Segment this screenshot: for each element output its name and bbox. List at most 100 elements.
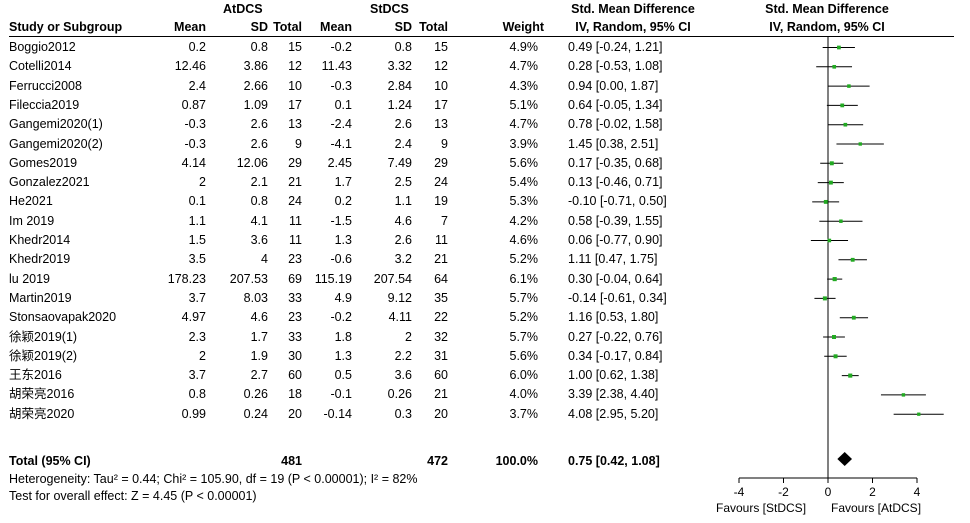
cell-n1: 69 [288, 271, 302, 286]
cell-m1: 0.2 [188, 40, 206, 54]
cell-n1: 23 [288, 252, 302, 267]
cell-m1: 3.5 [188, 252, 206, 267]
cell-m1: -0.3 [184, 117, 206, 132]
cell-m1: 1.5 [188, 233, 206, 247]
cell-w: 4.7% [509, 117, 539, 132]
cell-name: Gomes2019 [9, 155, 78, 170]
cell-sd2: 2 [405, 329, 412, 344]
cell-sd1: 0.24 [243, 406, 268, 421]
cell-n2: 60 [434, 368, 448, 383]
overall-effect-text: Test for overall effect: Z = 4.45 (P < 0… [9, 489, 257, 503]
cell-n1: 24 [288, 194, 302, 209]
sd1-header: SD [250, 20, 268, 34]
cell-n1: 11 [289, 213, 302, 228]
cell-m2: 1.8 [334, 329, 352, 344]
cell-w: 6.1% [509, 271, 539, 286]
cell-sd1: 207.53 [229, 271, 268, 286]
cell-n2: 35 [434, 290, 448, 305]
cell-m1: 2 [199, 175, 206, 190]
cell-ci: 0.27 [-0.22, 0.76] [568, 329, 663, 344]
point-marker [832, 335, 837, 339]
cell-name: Khedr2019 [9, 252, 71, 267]
cell-n1: 21 [288, 175, 302, 190]
cell-ci: 3.39 [2.38, 4.40] [568, 387, 659, 402]
total-weight: 100.0% [495, 454, 538, 468]
cell-sd1: 1.7 [250, 329, 268, 344]
cell-w: 5.7% [509, 290, 539, 305]
total-label: Total (95% CI) [9, 454, 91, 468]
cell-n2: 12 [434, 59, 448, 74]
cell-name: Stonsaovapak2020 [9, 310, 117, 325]
cell-n1: 30 [288, 348, 302, 363]
cell-w: 5.6% [509, 155, 539, 170]
cell-sd2: 2.6 [394, 117, 412, 132]
favours-right-label: Favours [AtDCS] [831, 501, 922, 515]
cell-w: 5.6% [509, 348, 539, 363]
cell-n2: 21 [434, 387, 448, 402]
mean1-header: Mean [174, 20, 206, 34]
cell-n2: 17 [434, 97, 448, 112]
cell-sd2: 1.1 [394, 194, 412, 209]
cell-w: 4.2% [509, 213, 539, 228]
group1-header: AtDCS [223, 2, 263, 16]
cell-m2: -1.5 [330, 213, 352, 228]
cell-n1: 15 [288, 40, 302, 54]
cell-n1: 33 [288, 329, 302, 344]
cell-w: 4.7% [509, 59, 539, 74]
cell-sd2: 3.32 [387, 59, 412, 74]
cell-sd1: 2.66 [243, 78, 268, 93]
point-marker [832, 64, 837, 69]
x-tick-label: 0 [825, 485, 832, 499]
cell-sd2: 7.49 [387, 155, 412, 170]
cell-w: 4.6% [509, 233, 539, 247]
point-marker [839, 219, 843, 223]
cell-n1: 29 [288, 155, 302, 170]
cell-n2: 7 [441, 213, 448, 228]
cell-ci: 0.28 [-0.53, 1.08] [568, 59, 663, 74]
cell-n1: 23 [288, 310, 302, 325]
cell-sd2: 2.4 [394, 136, 412, 151]
cell-ci: -0.14 [-0.61, 0.34] [568, 290, 667, 305]
cell-n2: 9 [441, 136, 448, 151]
cell-n2: 15 [434, 40, 448, 54]
cell-sd2: 3.6 [394, 368, 412, 383]
cell-m2: -0.3 [330, 78, 352, 93]
cell-m2: -4.1 [330, 136, 352, 151]
group2-header: StDCS [370, 2, 409, 16]
cell-n1: 60 [288, 368, 302, 383]
cell-sd2: 2.2 [394, 348, 412, 363]
cell-m1: 3.7 [188, 290, 206, 305]
cell-m2: -0.1 [330, 387, 352, 402]
cell-w: 4.9% [509, 40, 539, 54]
point-marker [917, 412, 921, 416]
cell-name: lu 2019 [9, 271, 51, 286]
cell-m1: 4.97 [181, 310, 206, 325]
cell-ci: 0.06 [-0.77, 0.90] [568, 233, 663, 247]
cell-m1: 0.1 [188, 194, 206, 209]
point-marker [822, 296, 827, 301]
cell-ci: 0.78 [-0.02, 1.58] [568, 117, 663, 132]
point-marker [843, 122, 848, 127]
cell-sd1: 1.9 [250, 348, 268, 363]
cell-name: Khedr2014 [9, 233, 71, 247]
cell-ci: 0.58 [-0.39, 1.55] [568, 213, 663, 228]
cell-m2: -0.6 [330, 252, 352, 267]
cell-m1: 0.8 [188, 387, 206, 402]
cell-m2: 11.43 [321, 59, 352, 74]
point-marker [833, 354, 838, 359]
cell-sd1: 12.06 [236, 155, 268, 170]
total-ci: 0.75 [0.42, 1.08] [568, 454, 660, 468]
cell-w: 4.3% [509, 78, 539, 93]
cell-ci: 0.13 [-0.46, 0.71] [568, 175, 663, 190]
total-n2: 472 [427, 454, 448, 468]
cell-sd2: 2.84 [387, 78, 412, 93]
cell-n1: 9 [295, 136, 302, 151]
point-marker [851, 315, 856, 320]
cell-m1: 0.87 [181, 97, 206, 112]
cell-name: Gonzalez2021 [9, 175, 90, 190]
cell-n1: 13 [288, 117, 302, 132]
cell-w: 6.0% [509, 368, 539, 383]
cell-w: 5.2% [509, 252, 539, 267]
cell-n2: 64 [434, 271, 448, 286]
